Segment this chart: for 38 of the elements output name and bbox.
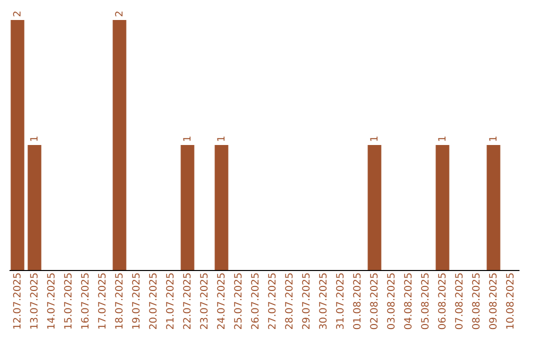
- x-tick-label: 04.08.2025: [404, 272, 414, 330]
- x-tick-label: 26.07.2025: [250, 272, 262, 330]
- x-tick-label: 14.07.2025: [46, 272, 58, 330]
- x-tick-label: 24.07.2025: [216, 272, 228, 330]
- x-tick-label: 12.07.2025: [12, 272, 24, 330]
- x-tick-label: 23.07.2025: [200, 272, 210, 330]
- data-label: 2: [12, 10, 24, 17]
- x-tick-label: 10.08.2025: [506, 272, 516, 330]
- x-tick-label: 03.08.2025: [386, 272, 398, 330]
- x-tick-label: 07.08.2025: [454, 272, 466, 330]
- x-tick-label: 28.07.2025: [284, 272, 296, 330]
- x-tick-label: 29.07.2025: [302, 272, 312, 330]
- x-tick-label: 09.08.2025: [488, 272, 500, 330]
- x-tick-label: 17.07.2025: [98, 272, 108, 330]
- x-tick-label: 18.07.2025: [114, 272, 126, 330]
- x-tick-label: 08.08.2025: [472, 272, 482, 330]
- x-tick-label: 06.08.2025: [438, 272, 448, 330]
- data-label: 1: [216, 136, 228, 142]
- data-label: 1: [438, 136, 448, 142]
- x-tick-label: 02.08.2025: [370, 272, 380, 330]
- x-tick-label: 15.07.2025: [64, 272, 74, 330]
- x-tick-label: 13.07.2025: [30, 272, 40, 330]
- x-tick-label: 22.07.2025: [182, 272, 194, 330]
- x-tick-label: 16.07.2025: [80, 272, 92, 330]
- data-label: 2: [114, 10, 126, 17]
- data-label: 1: [488, 136, 500, 142]
- x-tick-label: 30.07.2025: [318, 272, 330, 330]
- data-label: 1: [30, 136, 40, 142]
- x-tick-label: 19.07.2025: [132, 272, 142, 330]
- data-label: 1: [182, 136, 194, 142]
- x-tick-label: 05.08.2025: [420, 272, 432, 330]
- x-tick-label: 01.08.2025: [352, 272, 364, 330]
- x-tick-label: 27.07.2025: [268, 272, 278, 330]
- x-tick-label: 25.07.2025: [234, 272, 244, 330]
- x-tick-label: 20.07.2025: [148, 272, 160, 330]
- x-tick-label: 31.07.2025: [336, 272, 346, 330]
- x-tick-label: 21.07.2025: [166, 272, 176, 330]
- data-label: 1: [370, 136, 380, 142]
